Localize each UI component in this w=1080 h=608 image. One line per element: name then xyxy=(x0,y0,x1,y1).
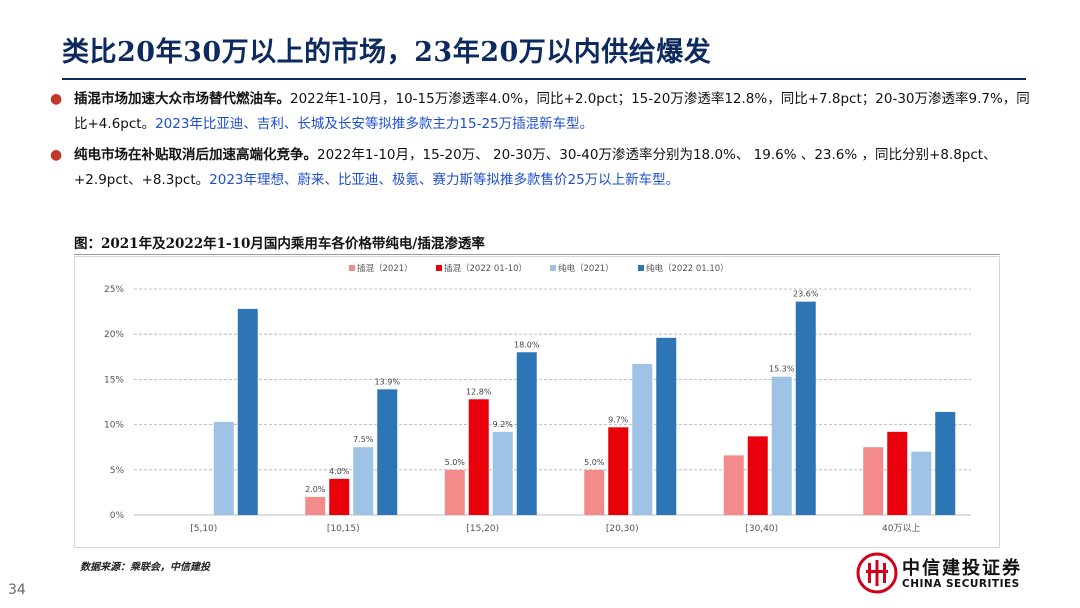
bar xyxy=(213,421,234,515)
legend-swatch xyxy=(349,265,355,271)
bar xyxy=(516,352,537,515)
page-title: 类比20年30万以上的市场，23年20万以内供给爆发 xyxy=(62,37,712,68)
bar xyxy=(584,469,605,515)
bar xyxy=(887,431,908,515)
figure-title: 图：2021年及2022年1-10月国内乘用车各价格带纯电/插混渗透率 xyxy=(74,236,485,252)
bullet-text: 2022年1-10月，10-15万渗透率4.0%，同比+2.0pct；15-20… xyxy=(74,91,1030,132)
bullet-highlight: 2023年比亚迪、吉利、长城及长安等拟推多款主力15-25万插混新车型。 xyxy=(155,116,594,132)
bar xyxy=(377,389,398,515)
bar xyxy=(656,337,677,515)
logo-en-text: CHINA SECURITIES xyxy=(902,578,1020,590)
bar xyxy=(771,376,792,515)
bar xyxy=(353,447,374,515)
bar xyxy=(237,308,258,515)
bar xyxy=(863,447,884,515)
source-note: 数据来源：乘联会，中信建投 xyxy=(80,562,210,573)
data-label: 23.6% xyxy=(793,290,819,299)
company-logo: 中信建投证券 CHINA SECURITIES xyxy=(856,552,1036,596)
y-tick-label: 10% xyxy=(104,421,124,431)
legend-swatch xyxy=(436,265,442,271)
bar xyxy=(795,301,816,515)
penetration-bar-chart: 0% 5% 10% 15% 20% 25% 插混（2021） 插混（2022 01-10） 纯电… xyxy=(104,263,971,534)
legend-swatch xyxy=(638,265,644,271)
x-tick-label: 40万以上 xyxy=(882,523,920,534)
data-label: 15.3% xyxy=(769,365,795,374)
data-label: 9.2% xyxy=(493,420,514,429)
bullet-list: ● 插混市场加速大众市场替代燃油车。2022年1-10月，10-15万渗透率4.… xyxy=(48,87,1033,199)
bar xyxy=(632,364,653,515)
bar xyxy=(747,436,768,515)
y-tick-label: 5% xyxy=(110,466,125,476)
y-tick-label: 25% xyxy=(104,285,124,295)
logo-cn-text: 中信建投证券 xyxy=(902,558,1022,579)
bar xyxy=(444,469,465,515)
legend-label: 纯电（2022 01.10） xyxy=(646,263,729,274)
data-label: 18.0% xyxy=(514,340,540,349)
x-tick-label: [10,15) xyxy=(327,524,360,534)
chart-frame xyxy=(74,256,1000,548)
bar xyxy=(468,399,489,515)
legend-swatch xyxy=(550,265,556,271)
bar xyxy=(305,496,326,515)
title-divider xyxy=(62,78,1026,80)
bullet-dot-icon: ● xyxy=(50,147,63,163)
figure-divider xyxy=(74,254,1000,255)
bar xyxy=(492,431,513,515)
data-label: 5.0% xyxy=(584,458,605,467)
data-label: 4.0% xyxy=(329,467,350,476)
bar xyxy=(608,427,629,515)
bullet-text: 2022年1-10月，15-20万、 20-30万、30-40万渗透率分别为18… xyxy=(74,147,997,188)
x-tick-label: [30,40) xyxy=(745,524,778,534)
bullet-lead: 插混市场加速大众市场替代燃油车。 xyxy=(74,91,290,107)
bar xyxy=(329,478,350,515)
y-tick-label: 15% xyxy=(104,375,124,385)
bullet-dot-icon: ● xyxy=(50,91,63,107)
x-tick-label: [15,20) xyxy=(466,524,499,534)
x-tick-label: [5,10) xyxy=(190,524,217,534)
data-label: 5.0% xyxy=(445,458,466,467)
legend-label: 插混（2022 01-10） xyxy=(444,263,527,274)
bar xyxy=(723,455,744,515)
page-number: 34 xyxy=(8,582,26,598)
bullet-item: ● 纯电市场在补贴取消后加速高端化竞争。2022年1-10月，15-20万、 2… xyxy=(48,143,1033,193)
bar xyxy=(935,411,956,515)
y-tick-label: 20% xyxy=(104,330,124,340)
data-label: 7.5% xyxy=(353,435,374,444)
legend-label: 纯电（2021） xyxy=(558,263,614,274)
legend-label: 插混（2021） xyxy=(357,263,413,274)
bullet-lead: 纯电市场在补贴取消后加速高端化竞争。 xyxy=(74,147,317,163)
data-label: 2.0% xyxy=(305,485,326,494)
data-label: 9.7% xyxy=(608,415,629,424)
x-tick-label: [20,30) xyxy=(606,524,639,534)
y-tick-label: 0% xyxy=(110,511,125,521)
bar xyxy=(911,451,932,515)
bullet-highlight: 2023年理想、蔚来、比亚迪、极氪、赛力斯等拟推多款售价25万以上新车型。 xyxy=(209,172,680,188)
data-label: 13.9% xyxy=(375,377,401,386)
data-label: 12.8% xyxy=(466,387,492,396)
china-securities-logo-icon xyxy=(856,552,898,594)
bullet-item: ● 插混市场加速大众市场替代燃油车。2022年1-10月，10-15万渗透率4.… xyxy=(48,87,1033,137)
